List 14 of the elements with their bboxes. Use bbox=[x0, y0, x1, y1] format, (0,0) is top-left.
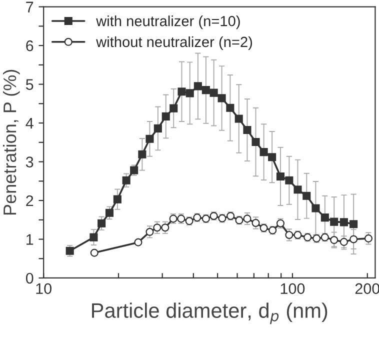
x-axis-title: Particle diameter, d$_{p}$ (nm) bbox=[92, 302, 328, 324]
y-tick-label: 1 bbox=[26, 234, 34, 245]
y-axis-title: Penetration, P (%) bbox=[2, 70, 20, 214]
y-tick-label: 5 bbox=[26, 79, 34, 90]
y-tick-label: 2 bbox=[26, 195, 34, 206]
x-tick-label: 10 bbox=[36, 283, 52, 294]
y-tick-label: 3 bbox=[26, 156, 34, 168]
legend-label: with neutralizer (n=10) bbox=[96, 16, 240, 30]
y-tick-label: 0 bbox=[26, 272, 34, 284]
x-tick-label: 100 bbox=[280, 283, 305, 294]
legend-label: without neutralizer (n=2) bbox=[96, 36, 252, 50]
y-tick-label: 6 bbox=[26, 40, 34, 52]
y-tick-label: 7 bbox=[26, 2, 34, 12]
y-tick-label: 4 bbox=[26, 118, 34, 129]
